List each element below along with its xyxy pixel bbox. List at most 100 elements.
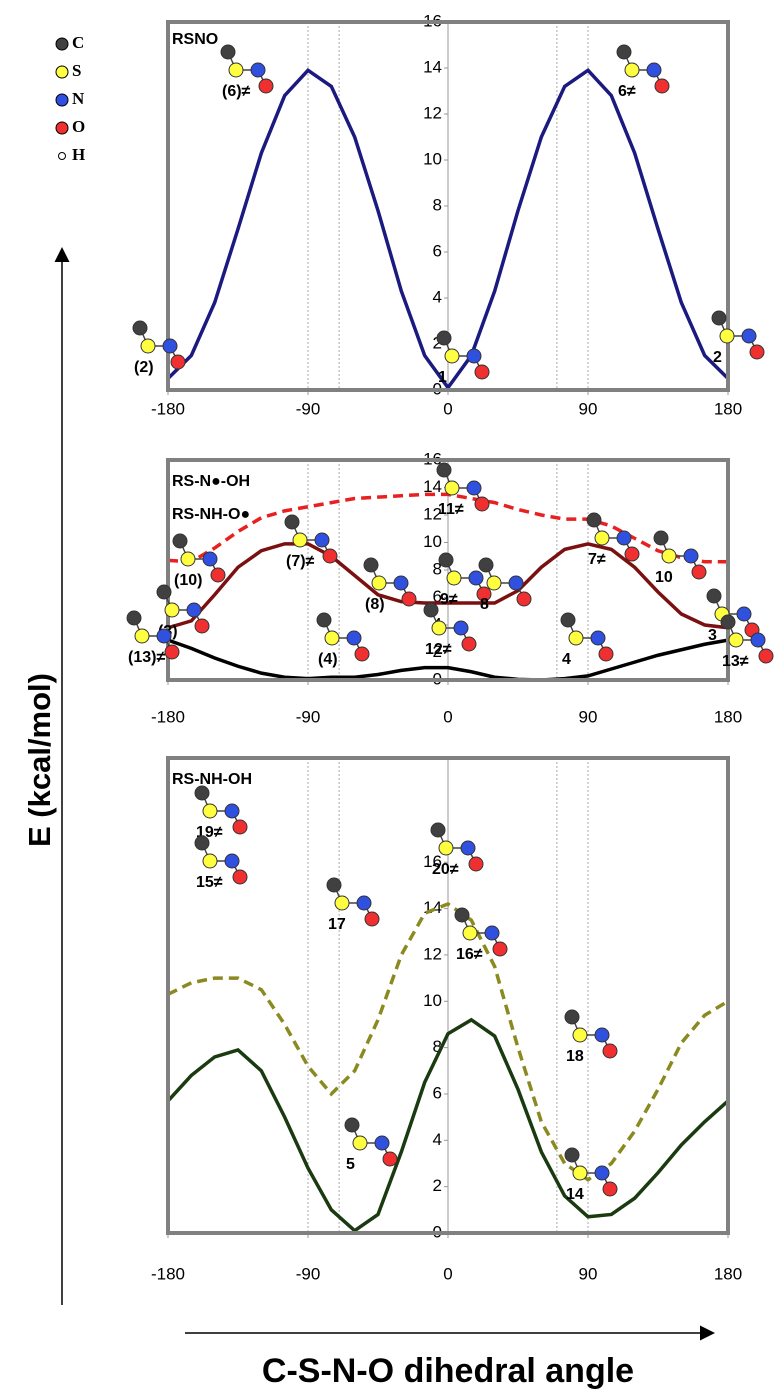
atom	[220, 44, 236, 60]
atom	[356, 895, 372, 911]
atom	[691, 564, 707, 580]
series-line	[167, 542, 729, 630]
structure-label: 18	[566, 1048, 584, 1065]
atom	[180, 551, 196, 567]
atom	[468, 570, 484, 586]
atom	[466, 480, 482, 496]
panel-frame	[166, 458, 730, 682]
y-tick-label: 2	[433, 333, 442, 352]
atom	[444, 348, 460, 364]
structure-label: 15≠	[196, 874, 223, 891]
atom	[461, 636, 477, 652]
panel-frame	[166, 20, 730, 392]
y-tick-label: 10	[423, 149, 442, 168]
x-tick-label: -90	[296, 399, 321, 418]
atom	[486, 575, 502, 591]
atom	[232, 869, 248, 885]
y-tick-label: 14	[423, 477, 442, 496]
series-line	[167, 492, 728, 564]
atom	[654, 78, 670, 94]
panel-title: RSNO	[172, 31, 218, 48]
y-tick-label: 6	[433, 587, 442, 606]
atom	[474, 364, 490, 380]
structure-label: 10	[655, 569, 673, 586]
atom	[594, 1165, 610, 1181]
atom	[132, 320, 148, 336]
structure-label: 5	[346, 1156, 355, 1173]
x-axis-label: C-S-N-O dihedral angle	[262, 1352, 634, 1390]
y-axis-label: E (kcal/mol)	[22, 673, 57, 847]
x-tick-label: -180	[151, 707, 185, 726]
atom	[736, 606, 752, 622]
structure-label: (13)≠	[128, 649, 165, 666]
x-tick-label: 0	[443, 1264, 452, 1283]
atom	[346, 630, 362, 646]
atom	[719, 328, 735, 344]
atom	[590, 630, 606, 646]
structure-label: 20≠	[432, 861, 459, 878]
atom	[162, 338, 178, 354]
atom	[586, 512, 602, 528]
x-tick-label: 180	[714, 707, 742, 726]
atom	[232, 819, 248, 835]
x-tick-label: 0	[443, 399, 452, 418]
y-tick-label: 2	[433, 642, 442, 661]
atom	[224, 853, 240, 869]
structure-label: (10)	[174, 572, 202, 589]
atom-label: H	[72, 145, 85, 164]
atom	[741, 328, 757, 344]
atom	[508, 575, 524, 591]
atom	[228, 62, 244, 78]
structure-label: 9≠	[440, 591, 458, 608]
atom	[344, 1117, 360, 1133]
atom	[720, 614, 736, 630]
atom	[564, 1009, 580, 1025]
atom	[374, 1135, 390, 1151]
structure-label: 6≠	[618, 83, 636, 100]
structure-label: 17	[328, 916, 346, 933]
structure-label: 14	[566, 1186, 584, 1203]
atom	[172, 533, 188, 549]
atom-swatch	[58, 152, 66, 160]
atom	[354, 646, 370, 662]
structure-label: (7)≠	[286, 553, 315, 570]
atom	[371, 575, 387, 591]
x-tick-label: -180	[151, 399, 185, 418]
y-tick-label: 8	[433, 559, 442, 578]
atom	[683, 548, 699, 564]
y-tick-label: 2	[433, 1176, 442, 1195]
y-tick-label: 6	[433, 241, 442, 260]
atom	[250, 62, 266, 78]
structure-label: (4)	[318, 651, 338, 668]
atom	[453, 620, 469, 636]
atom	[334, 895, 350, 911]
atom	[572, 1027, 588, 1043]
atom	[466, 348, 482, 364]
atom	[364, 911, 380, 927]
atom	[284, 514, 300, 530]
series-line	[166, 67, 730, 391]
structure-label: 8	[480, 596, 489, 613]
atom	[706, 588, 722, 604]
atom	[326, 877, 342, 893]
atom	[322, 548, 338, 564]
y-tick-label: 16	[423, 852, 442, 871]
atom	[446, 570, 462, 586]
atom	[156, 584, 172, 600]
structure-label: (6)≠	[222, 83, 251, 100]
atom	[616, 530, 632, 546]
atom	[711, 310, 727, 326]
atom	[750, 632, 766, 648]
panel-label: RS-N●-OH	[172, 473, 250, 490]
atom-swatch	[55, 121, 69, 135]
atom-swatch	[55, 65, 69, 79]
x-tick-label: 180	[714, 399, 742, 418]
panel-frame	[166, 756, 730, 1235]
atom	[363, 557, 379, 573]
x-tick-label: 180	[714, 1264, 742, 1283]
atom	[431, 620, 447, 636]
y-tick-label: 14	[423, 898, 442, 917]
atom	[438, 552, 454, 568]
y-tick-label: 4	[433, 287, 442, 306]
